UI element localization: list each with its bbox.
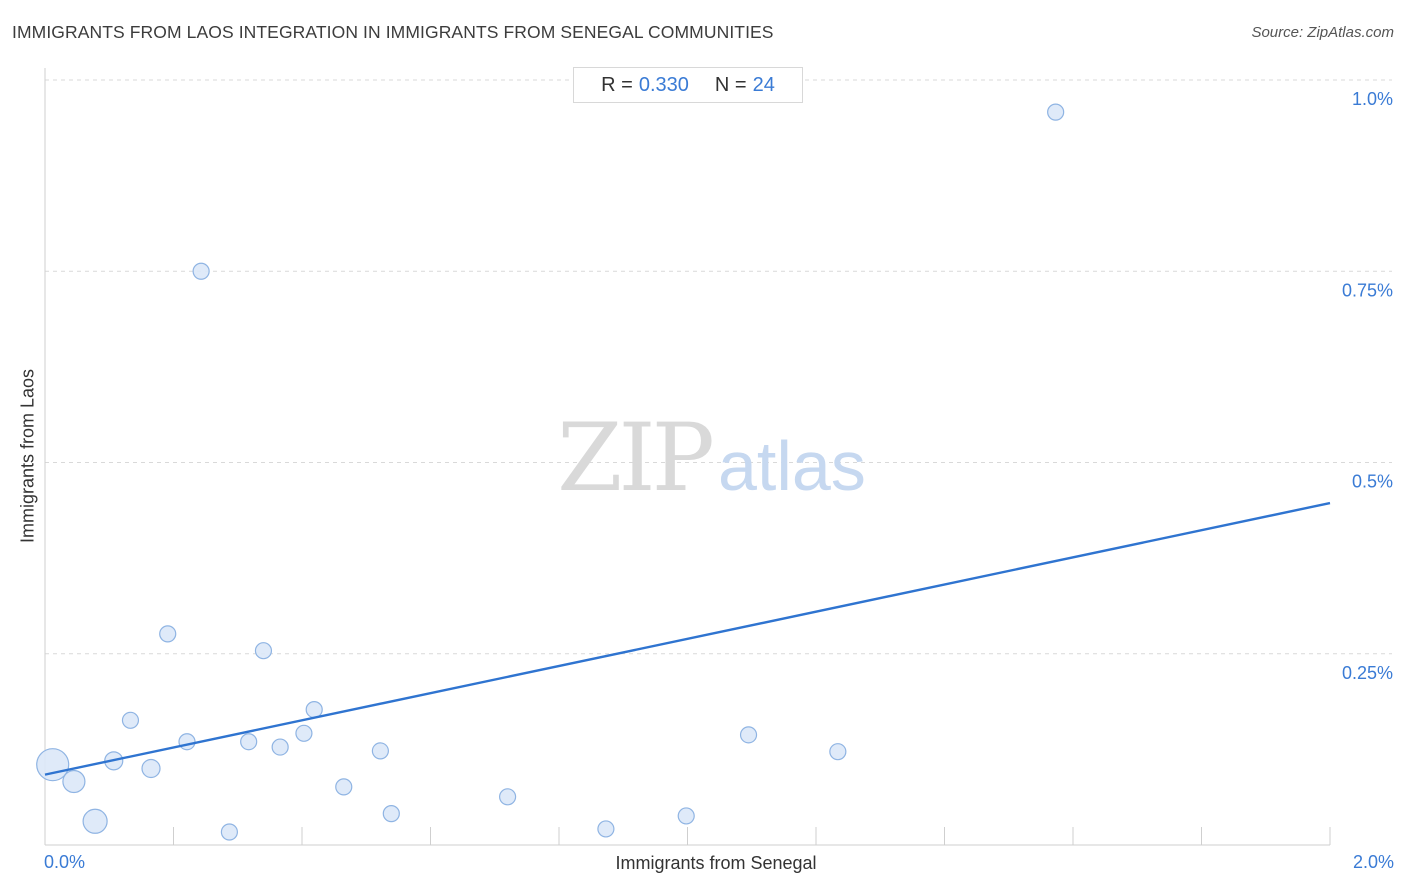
data-point-15 [335,778,353,796]
y-tick-label-1: 0.5% [1352,472,1393,492]
trendline-group [44,501,1331,776]
data-point-10 [240,733,258,751]
source-label: Source: ZipAtlas.com [1251,24,1394,41]
data-points [36,103,1065,841]
watermark: ZIP atlas [557,404,866,513]
data-point-5 [141,758,161,779]
data-point-14 [305,700,323,719]
data-point-7 [178,733,196,751]
data-point-2 [82,808,108,834]
data-point-0 [36,748,70,782]
watermark-atlas: atlas [718,427,866,505]
data-point-6 [159,625,177,643]
axes [44,68,1331,846]
y-tick-label-2: 0.75% [1342,280,1393,300]
data-point-4 [121,711,140,729]
n-value: 24 [752,73,775,96]
x-axis-label: Immigrants from Senegal [615,853,817,873]
data-point-8 [192,262,210,280]
data-point-19 [597,820,615,838]
r-label: R = [601,73,633,96]
stats-box: R = 0.330 N = 24 [573,67,803,103]
data-point-23 [1047,103,1065,121]
data-point-21 [739,726,758,744]
data-point-12 [271,738,289,756]
data-point-1 [62,769,86,794]
n-label: N = [714,73,747,96]
y-tick-label-0: 0.25% [1342,663,1393,683]
data-point-9 [220,823,238,841]
data-point-22 [829,743,847,761]
data-point-17 [382,805,400,823]
data-point-16 [371,742,389,760]
data-point-20 [677,807,695,825]
x-tick-label-max: 2.0% [1352,852,1394,872]
y-axis-label: Immigrants from Laos [17,368,38,544]
r-value: 0.330 [638,73,689,96]
chart-title: IMMIGRANTS FROM LAOS INTEGRATION IN IMMI… [12,22,774,42]
watermark-zip: ZIP [557,404,711,513]
data-point-11 [254,642,273,660]
data-point-13 [295,724,313,742]
y-tick-label-3: 1.0% [1352,89,1393,109]
gridlines [45,79,1392,655]
data-point-18 [499,788,517,806]
trendline [44,501,1331,776]
x-tick-label-min: 0.0% [44,852,86,872]
y-tick-labels: 0.25% 0.5% 0.75% 1.0% [1342,89,1393,683]
